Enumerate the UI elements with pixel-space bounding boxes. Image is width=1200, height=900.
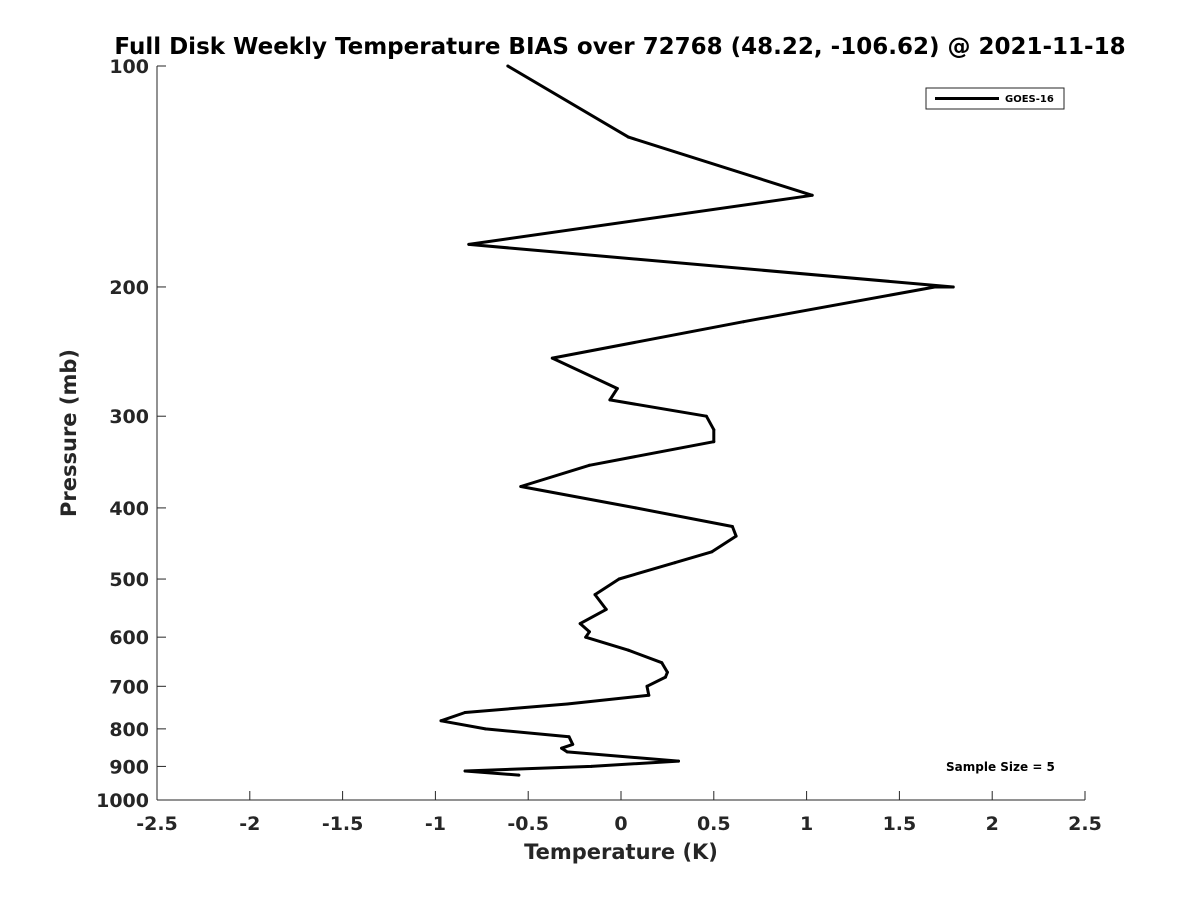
data-point [626,135,630,139]
data-point [484,727,487,731]
data-point [673,561,677,565]
plot-area: -2.5 -2 -1.5 -1 -0.5 0 0.5 1 1.5 2 2.5 100 200 300 40… [96,56,1102,835]
data-point [571,742,575,746]
x-tick-label: 0.5 [697,813,731,835]
data-point [647,693,651,697]
y-tick-label: 800 [109,719,149,741]
data-point [615,387,619,390]
data-point [677,759,680,763]
data-point [565,750,569,754]
x-tick-label: 1 [800,813,813,835]
x-tick-label: 1.5 [883,813,917,835]
x-tick-label: 2 [986,813,999,835]
y-tick-label: 900 [109,756,149,778]
data-point [463,711,467,714]
x-axis-label: Temperature (K) [524,840,718,864]
x-tick-label: -1.5 [322,813,364,835]
data-point [710,550,714,554]
legend: GOES-16 [925,87,1065,110]
data-point [734,534,738,538]
data-point [589,764,593,768]
series-line-goes-16 [439,64,955,777]
sample-size-annotation: Sample Size = 5 [946,760,1055,774]
x-tick-label: -1 [425,813,446,835]
data-point [584,635,588,639]
y-tick-label: 300 [109,406,149,428]
y-tick-label: 700 [109,676,149,698]
data-point [593,593,597,597]
y-ticks: 100 200 300 400 500 600 700 800 900 1000 [96,56,166,812]
data-point [517,773,521,777]
x-tick-label: 0 [614,813,627,835]
data-point [617,577,621,581]
y-tick-label: 200 [109,277,149,299]
data-point [634,506,638,510]
data-point [626,648,630,652]
x-tick-label: -2 [239,813,260,835]
data-point [742,320,745,324]
data-point [712,440,716,444]
data-point [439,719,443,723]
series-points [439,64,955,777]
y-tick-label: 400 [109,498,149,520]
x-tick-label: 2.5 [1068,813,1102,835]
data-point [665,670,669,674]
data-point [604,607,608,611]
x-ticks: -2.5 -2 -1.5 -1 -0.5 0 0.5 1 1.5 2 2.5 [136,791,1102,835]
data-point [467,242,471,246]
data-point [550,356,554,360]
data-point [578,622,582,626]
chart-title: Full Disk Weekly Temperature BIAS over 7… [114,34,1125,60]
x-tick-label: -2.5 [136,813,178,835]
data-point [660,661,664,665]
y-tick-label: 500 [109,569,149,591]
data-point [587,463,591,467]
data-point [506,64,510,68]
x-tick-label: -0.5 [507,813,549,835]
data-point [810,193,814,197]
y-tick-label: 600 [109,627,149,649]
data-point [645,684,649,688]
data-point [712,428,716,432]
data-point [664,675,667,679]
axes-background [157,66,1085,800]
data-point [565,702,569,706]
data-point [567,735,571,739]
data-point [730,525,734,528]
y-axis-label: Pressure (mb) [57,349,81,517]
y-tick-label: 100 [109,56,149,78]
data-point [704,414,708,418]
data-point [951,285,955,289]
data-point [587,630,591,634]
y-tick-label: 1000 [96,790,149,812]
legend-entry-goes-16: GOES-16 [1005,94,1054,105]
data-point [933,285,937,289]
data-point [519,485,523,488]
data-point [560,746,564,750]
data-point [463,769,467,773]
data-point [608,398,612,402]
